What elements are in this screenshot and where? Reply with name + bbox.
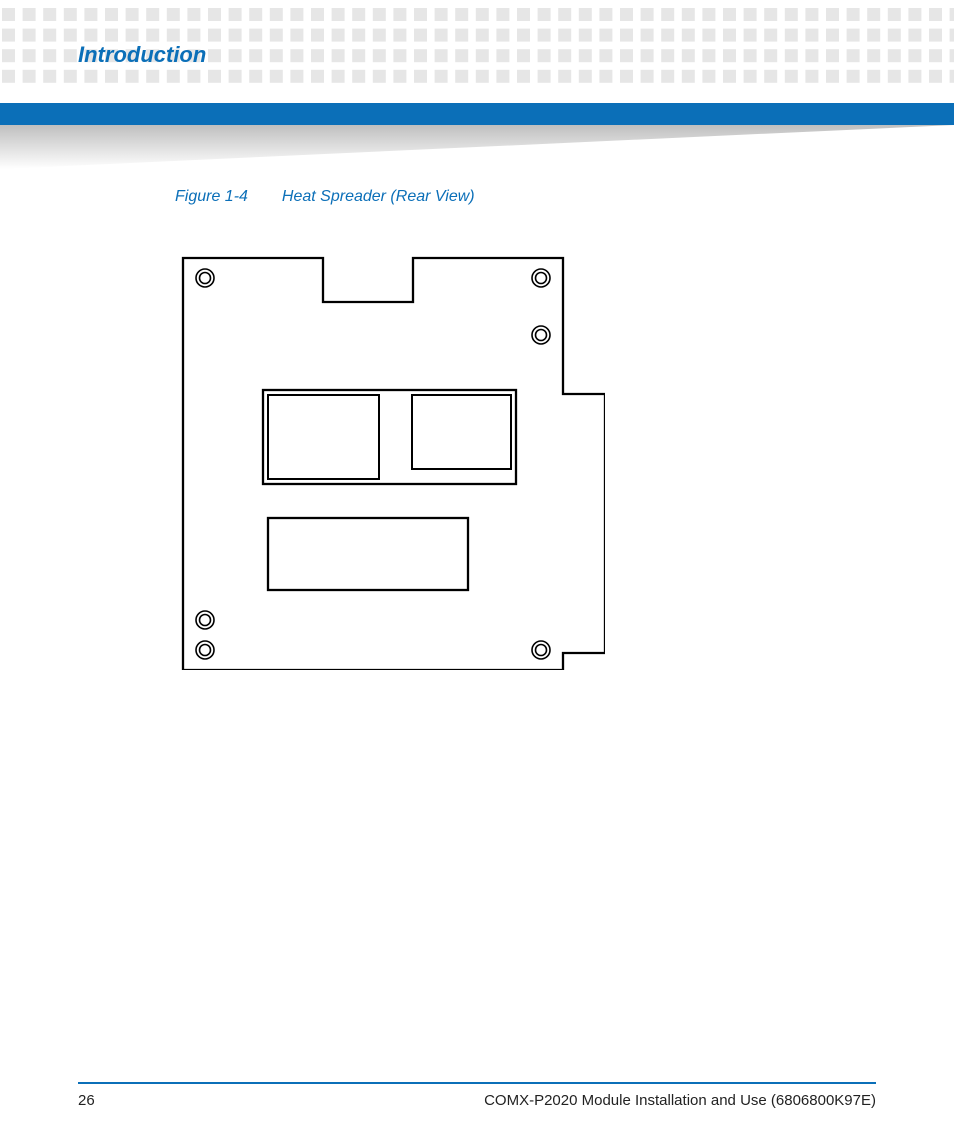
header-diagonal-shadow (0, 125, 954, 173)
heat-spreader-diagram (175, 250, 605, 670)
section-title: Introduction (78, 42, 206, 68)
footer-rule (78, 1082, 876, 1084)
document-title: COMX-P2020 Module Installation and Use (… (484, 1092, 876, 1109)
figure-title: Heat Spreader (Rear View) (282, 188, 475, 205)
page-footer: 26 COMX-P2020 Module Installation and Us… (78, 1092, 876, 1109)
figure-number: Figure 1-4 (175, 188, 248, 205)
figure-caption: Figure 1-4 Heat Spreader (Rear View) (175, 188, 475, 206)
header-blue-bar (0, 103, 954, 125)
page-number: 26 (78, 1092, 95, 1109)
